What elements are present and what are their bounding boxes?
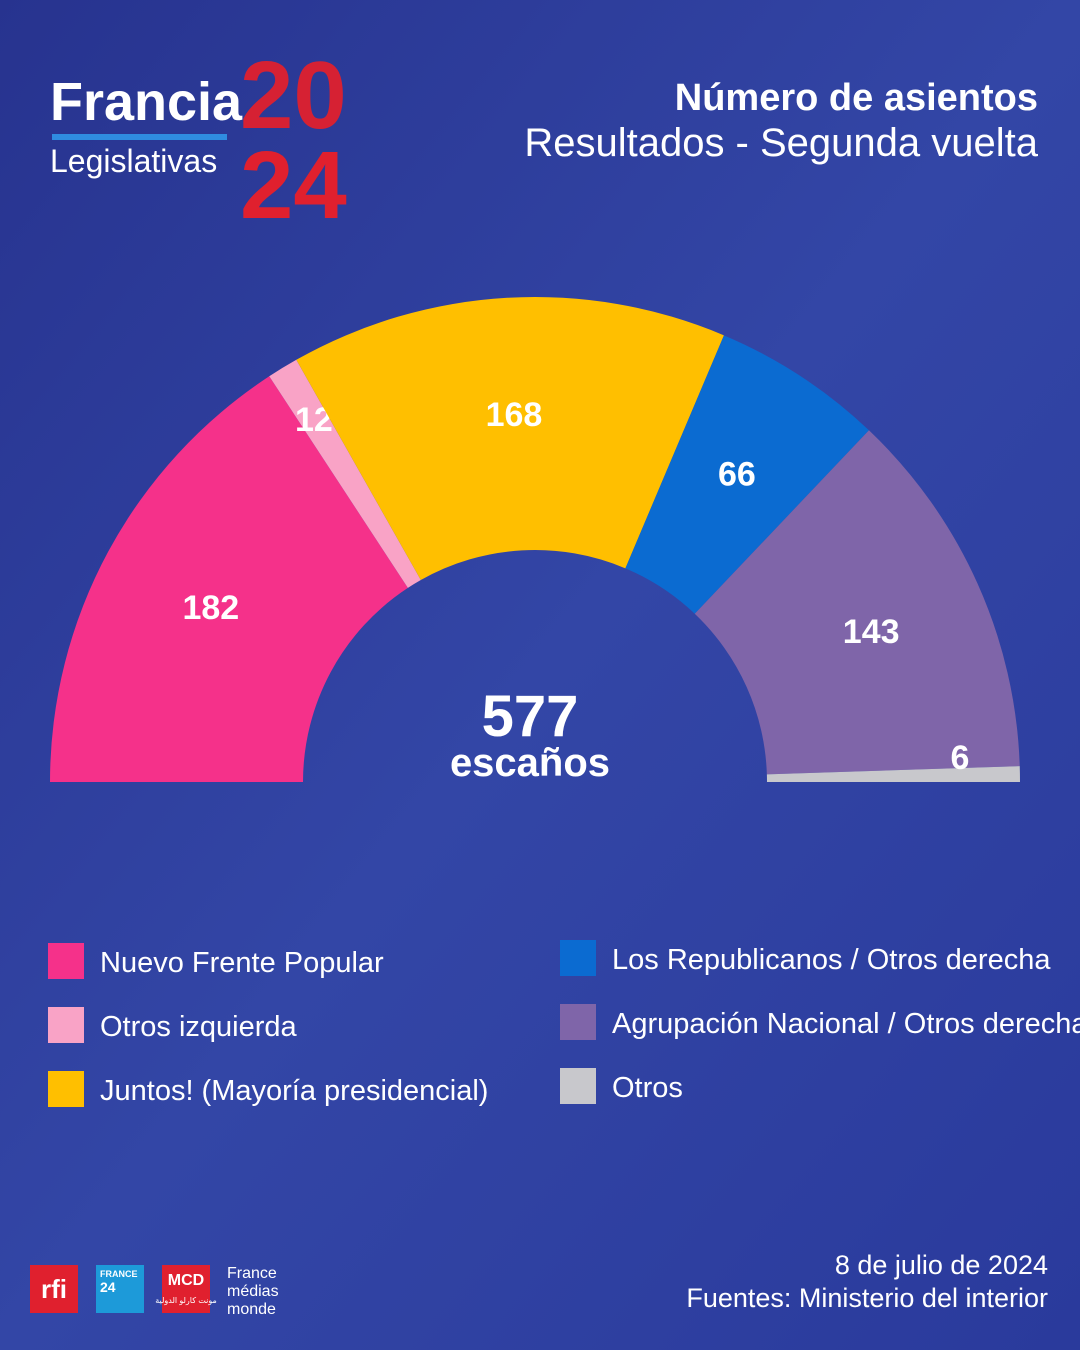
logo-mcd-text: MCD xyxy=(168,1272,204,1289)
legend-label: Nuevo Frente Popular xyxy=(100,947,384,979)
seat-segment xyxy=(296,297,724,581)
logo-rfi-text: rfi xyxy=(41,1274,67,1304)
chart-subtitle: Resultados - Segunda vuelta xyxy=(524,121,1038,165)
brand-subname: Legislativas xyxy=(50,143,217,179)
data-label: 168 xyxy=(486,396,543,434)
data-label: 182 xyxy=(182,589,239,627)
logo-france24 xyxy=(96,1265,144,1313)
chart-title: Número de asientos xyxy=(675,77,1038,119)
data-label: 6 xyxy=(950,739,969,777)
date: 8 de julio de 2024 xyxy=(835,1250,1048,1280)
seat-segment xyxy=(625,335,869,614)
brand-year: 20 xyxy=(240,42,347,149)
total-value: 577 xyxy=(482,684,579,749)
legend-swatch xyxy=(48,943,84,979)
legend-label: Otros xyxy=(612,1072,683,1104)
brand-underline xyxy=(52,134,227,140)
logo-mcd-arabic: مونت كارلو الدولية xyxy=(155,1296,217,1305)
legend-label: Otros izquierda xyxy=(100,1011,298,1043)
source: Fuentes: Ministerio del interior xyxy=(686,1283,1048,1313)
logo-fmm-text: France xyxy=(227,1265,277,1282)
legend-swatch xyxy=(560,940,596,976)
legend-label: Los Republicanos / Otros derecha xyxy=(612,944,1051,976)
brand-year: 24 xyxy=(240,132,347,239)
legend-swatch xyxy=(48,1071,84,1107)
legend: Nuevo Frente Popular Otros izquierda Junto… xyxy=(48,940,1080,1107)
seat-segment xyxy=(269,359,421,588)
seat-segment xyxy=(766,766,1020,782)
logo-france24-text: FRANCE xyxy=(100,1269,138,1279)
logo-france24-text: 24 xyxy=(100,1279,116,1295)
legend-swatch xyxy=(560,1004,596,1040)
legend-swatch xyxy=(560,1068,596,1104)
data-label: 143 xyxy=(843,613,900,651)
logo-rfi xyxy=(30,1265,78,1313)
legend-swatch xyxy=(48,1007,84,1043)
logo-fmm-text: médias xyxy=(227,1283,279,1300)
seat-segment xyxy=(50,376,408,782)
brand-name: Francia xyxy=(50,72,243,132)
logo-fmm-text: monde xyxy=(227,1301,276,1318)
legend-label: Juntos! (Mayoría presidencial) xyxy=(100,1075,488,1107)
legend-label: Agrupación Nacional / Otros derecha xyxy=(612,1008,1080,1040)
total-label: escaños xyxy=(450,741,610,785)
seat-segment xyxy=(694,430,1020,775)
logo-mcd xyxy=(162,1265,210,1313)
data-label: 66 xyxy=(718,456,756,494)
